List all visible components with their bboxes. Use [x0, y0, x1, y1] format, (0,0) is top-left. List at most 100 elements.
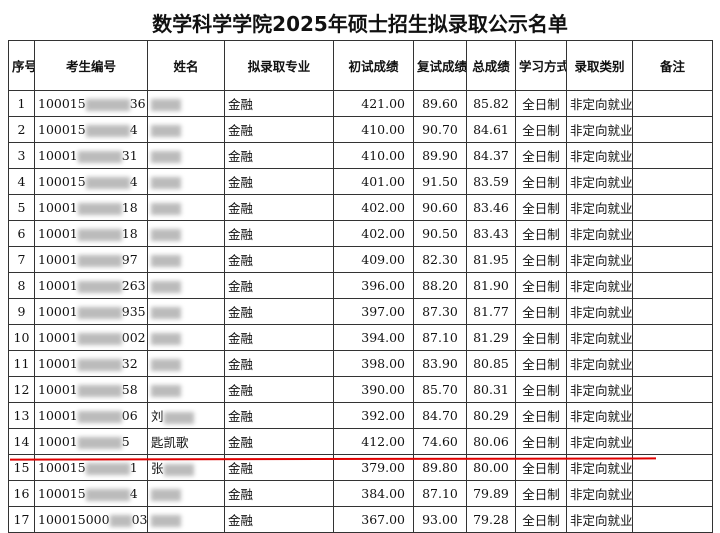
redacted-blur [109, 514, 132, 527]
cell-retest: 85.70 [413, 376, 467, 403]
cell-type: 非定向就业 [566, 116, 633, 143]
cell-no: 4 [8, 168, 35, 195]
cell-no: 2 [8, 116, 35, 143]
cell-retest: 74.60 [413, 428, 467, 455]
id-prefix: 10001 [38, 226, 78, 241]
cell-retest: 90.50 [413, 220, 467, 247]
cell-name [147, 298, 225, 325]
redacted-blur [151, 202, 181, 215]
id-suffix: 5 [121, 434, 130, 449]
cell-mode: 全日制 [515, 350, 567, 377]
redacted-blur [85, 98, 130, 111]
name-text: 张 [151, 461, 164, 476]
column-header: 拟录取专业 [224, 40, 334, 91]
id-suffix: 4 [129, 122, 138, 137]
cell-retest: 90.60 [413, 194, 467, 221]
cell-total: 83.43 [466, 220, 516, 247]
cell-total: 83.46 [466, 194, 516, 221]
cell-total: 83.59 [466, 168, 516, 195]
cell-retest: 89.60 [413, 90, 467, 117]
id-prefix: 10001 [38, 434, 78, 449]
column-header: 考生编号 [34, 40, 148, 91]
cell-id: 100015 4 [34, 480, 148, 507]
cell-retest: 83.90 [413, 350, 467, 377]
cell-name: 匙凯歌 [147, 428, 225, 455]
redacted-blur [77, 254, 122, 267]
cell-total: 80.85 [466, 350, 516, 377]
redacted-blur [151, 306, 181, 319]
id-prefix: 10001 [38, 278, 78, 293]
redacted-blur [151, 488, 181, 501]
cell-type: 非定向就业 [566, 272, 633, 299]
cell-retest: 93.00 [413, 506, 467, 533]
id-prefix: 100015 [38, 460, 86, 475]
id-prefix: 100015 [38, 174, 86, 189]
cell-name [147, 376, 225, 403]
id-suffix: 58 [121, 382, 138, 397]
id-suffix: 31 [121, 148, 138, 163]
id-prefix: 100015000 [38, 512, 110, 527]
table-row: 10 10001 002 金融 394.00 87.10 81.29 全日制 非定… [8, 324, 713, 351]
cell-no: 10 [8, 324, 35, 351]
redacted-blur [163, 411, 194, 424]
cell-major: 金融 [224, 480, 334, 507]
cell-major: 金融 [224, 402, 334, 429]
table-row: 8 10001 263 金融 396.00 88.20 81.90 全日制 非定向… [8, 272, 713, 299]
cell-prelim: 410.00 [333, 142, 414, 169]
column-header: 录取类别 [566, 40, 633, 91]
cell-name [147, 324, 225, 351]
cell-note [632, 350, 713, 377]
cell-mode: 全日制 [515, 402, 567, 429]
column-header: 总成绩 [466, 40, 516, 91]
cell-major: 金融 [224, 350, 334, 377]
cell-retest: 88.20 [413, 272, 467, 299]
redacted-blur [85, 462, 130, 475]
cell-mode: 全日制 [515, 246, 567, 273]
cell-note [632, 246, 713, 273]
cell-prelim: 394.00 [333, 324, 414, 351]
cell-name [147, 350, 225, 377]
id-suffix: 4 [129, 486, 138, 501]
cell-note [632, 90, 713, 117]
cell-mode: 全日制 [515, 298, 567, 325]
cell-total: 80.06 [466, 428, 516, 455]
cell-total: 81.95 [466, 246, 516, 273]
table-row: 16 100015 4 金融 384.00 87.10 79.89 全日制 非定向… [8, 480, 713, 507]
cell-no: 6 [8, 220, 35, 247]
cell-major: 金融 [224, 298, 334, 325]
cell-mode: 全日制 [515, 220, 567, 247]
cell-id: 10001 18 [34, 220, 148, 247]
table-row: 3 10001 31 金融 410.00 89.90 84.37 全日制 非定向就… [8, 142, 713, 169]
cell-mode: 全日制 [515, 116, 567, 143]
redacted-blur [151, 176, 181, 189]
redacted-blur [77, 306, 122, 319]
cell-note [632, 298, 713, 325]
cell-prelim: 401.00 [333, 168, 414, 195]
cell-no: 17 [8, 506, 35, 533]
cell-mode: 全日制 [515, 272, 567, 299]
redacted-blur [151, 124, 181, 137]
cell-name: 刘 [147, 402, 225, 429]
cell-retest: 87.30 [413, 298, 467, 325]
redacted-blur [151, 228, 181, 241]
cell-type: 非定向就业 [566, 480, 633, 507]
cell-prelim: 384.00 [333, 480, 414, 507]
cell-type: 非定向就业 [566, 90, 633, 117]
cell-retest: 87.10 [413, 324, 467, 351]
column-header: 备注 [632, 40, 713, 91]
cell-note [632, 116, 713, 143]
name-text: 刘 [151, 409, 164, 424]
cell-type: 非定向就业 [566, 142, 633, 169]
cell-prelim: 392.00 [333, 402, 414, 429]
cell-id: 10001 263 [34, 272, 148, 299]
cell-type: 非定向就业 [566, 324, 633, 351]
cell-retest: 91.50 [413, 168, 467, 195]
cell-major: 金融 [224, 324, 334, 351]
cell-no: 9 [8, 298, 35, 325]
table-row: 4 100015 4 金融 401.00 91.50 83.59 全日制 非定向就… [8, 168, 713, 195]
redacted-blur [151, 332, 181, 345]
cell-type: 非定向就业 [566, 246, 633, 273]
cell-note [632, 376, 713, 403]
cell-total: 79.28 [466, 506, 516, 533]
cell-prelim: 398.00 [333, 350, 414, 377]
